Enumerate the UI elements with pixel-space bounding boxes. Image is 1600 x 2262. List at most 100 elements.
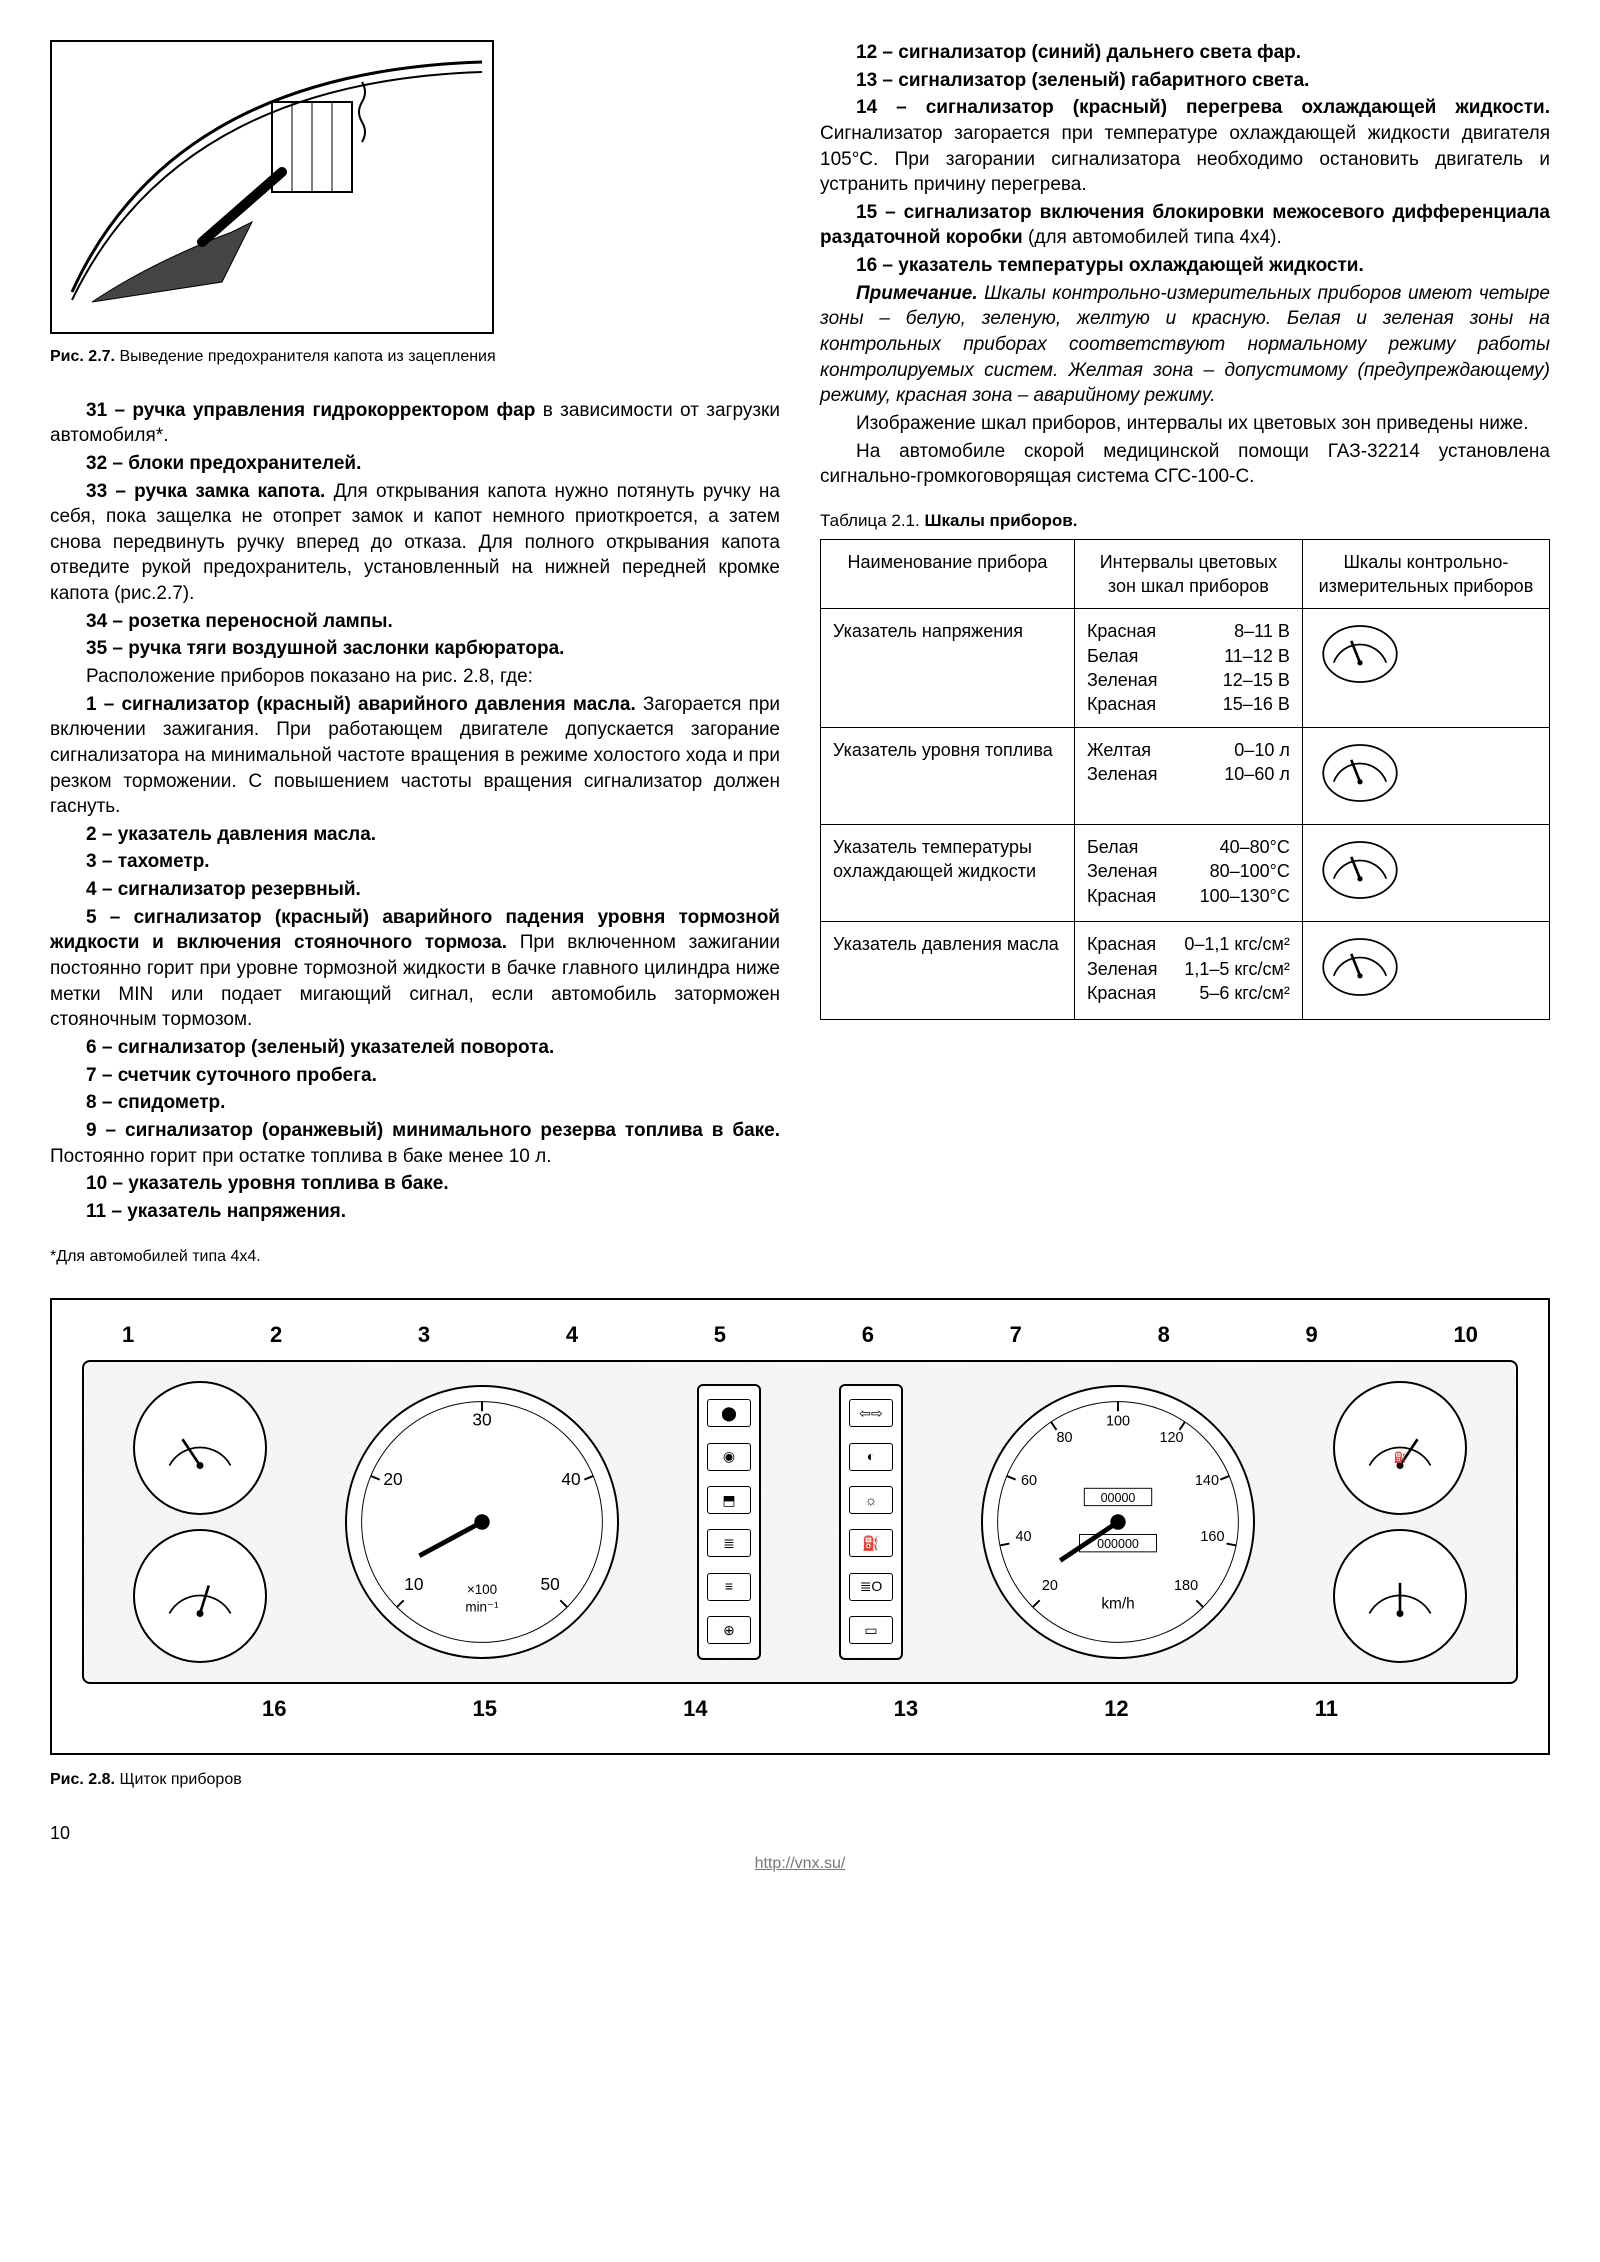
indicator-icon: ◉: [707, 1443, 751, 1471]
indicator-icon: ◐: [849, 1443, 893, 1471]
left-column: Рис. 2.7. Выведение предохранителя капот…: [50, 40, 780, 1226]
indicator-icon: ⊕: [707, 1616, 751, 1644]
figure-2-7: [50, 40, 494, 334]
indicator-icon: ≡: [707, 1573, 751, 1601]
svg-text:80: 80: [1056, 1430, 1072, 1446]
gauge-icon: [1302, 609, 1549, 727]
item-4: 4 – сигнализатор резервный.: [50, 877, 780, 903]
fig-2-7-caption: Рис. 2.7. Выведение предохранителя капот…: [50, 346, 780, 368]
item-32: 32 – блоки предохранителей.: [50, 451, 780, 477]
callout-number: 14: [683, 1694, 707, 1724]
footnote: *Для автомобилей типа 4х4.: [50, 1246, 1550, 1268]
item-5: 5 – сигнализатор (красный) аварийного па…: [50, 905, 780, 1033]
svg-text:10: 10: [404, 1574, 423, 1594]
callout-number: 9: [1306, 1320, 1318, 1350]
source-url: http://vnx.su/: [50, 1853, 1550, 1875]
item-1: 1 – сигнализатор (красный) аварийного да…: [50, 692, 780, 820]
gauge-zones: Белая40–80°СЗеленая80–100°СКрасная100–13…: [1074, 824, 1302, 921]
indicator-column-left: ⬤ ◉ ⬒ ≣ ≡ ⊕: [697, 1384, 761, 1660]
medical-note: На автомобиле скорой медицинской помощи …: [820, 439, 1550, 490]
svg-text:min⁻¹: min⁻¹: [465, 1599, 499, 1614]
svg-text:180: 180: [1174, 1578, 1198, 1594]
note: Примечание. Шкалы контрольно-измерительн…: [820, 281, 1550, 409]
item-34: 34 – розетка переносной лампы.: [50, 609, 780, 635]
svg-text:000000: 000000: [1097, 1537, 1139, 1551]
svg-text:50: 50: [540, 1574, 559, 1594]
indicator-icon: ⇦⇨: [849, 1399, 893, 1427]
callout-number: 6: [862, 1320, 874, 1350]
figure-2-8: 12345678910 1020304050 ×100 min⁻¹ ⬤ ◉ ⬒: [50, 1298, 1550, 1755]
gauge-name: Указатель давления масла: [821, 922, 1075, 1019]
gauge-zones: Желтая0–10 лЗеленая10–60 л: [1074, 727, 1302, 824]
svg-text:30: 30: [472, 1409, 491, 1429]
th-gauge: Шкалы контрольно-измерительных приборов: [1302, 539, 1549, 609]
gauge-zones: Красная8–11 ВБелая11–12 ВЗеленая12–15 ВК…: [1074, 609, 1302, 727]
svg-text:km/h: km/h: [1101, 1595, 1134, 1612]
table-caption: Таблица 2.1. Шкалы приборов.: [820, 510, 1550, 533]
indicator-icon: ≣: [707, 1529, 751, 1557]
tachometer: 1020304050 ×100 min⁻¹: [345, 1385, 619, 1659]
item-16: 16 – указатель температуры охлаждающей ж…: [820, 253, 1550, 279]
callout-number: 2: [270, 1320, 282, 1350]
callout-number: 10: [1453, 1320, 1477, 1350]
indicator-icon: ☼: [849, 1486, 893, 1514]
dash-top-labels: 1 2 3 4 5 6 7 8 9 10: [82, 1320, 1518, 1350]
indicator-icon: ⛽: [849, 1529, 893, 1557]
indicator-icon: ⬤: [707, 1399, 751, 1427]
svg-text:140: 140: [1195, 1473, 1219, 1489]
item-33: 33 – ручка замка капота. Для открывания …: [50, 479, 780, 607]
item-10: 10 – указатель уровня топлива в баке.: [50, 1171, 780, 1197]
scales-table: Наименование прибора Интервалы цветовых …: [820, 539, 1550, 1020]
svg-text:⛽: ⛽: [1393, 1451, 1406, 1464]
item-35-note: Расположение приборов показано на рис. 2…: [50, 664, 780, 690]
img-desc: Изображение шкал приборов, интервалы их …: [820, 411, 1550, 437]
gauge-name: Указатель уровня топлива: [821, 727, 1075, 824]
svg-text:40: 40: [561, 1469, 580, 1489]
callout-number: 15: [473, 1694, 497, 1724]
item-7: 7 – счетчик суточного пробега.: [50, 1063, 780, 1089]
item-3: 3 – тахометр.: [50, 849, 780, 875]
gauge-icon: [1302, 727, 1549, 824]
gauge-icon: [1302, 824, 1549, 921]
svg-text:60: 60: [1021, 1473, 1037, 1489]
item-11: 11 – указатель напряжения.: [50, 1199, 780, 1225]
hood-latch-illustration: [52, 42, 492, 332]
page-number: 10: [50, 1821, 1550, 1845]
indicator-column-right: ⇦⇨ ◐ ☼ ⛽ ≣O ▭: [839, 1384, 903, 1660]
speedometer: 20406080100120140160180 00000 000000 km/…: [981, 1385, 1255, 1659]
th-name: Наименование прибора: [821, 539, 1075, 609]
item-35: 35 – ручка тяги воздушной заслонки карбю…: [50, 636, 780, 662]
svg-text:160: 160: [1200, 1529, 1224, 1545]
oil-pressure-gauge: [133, 1381, 267, 1515]
callout-number: 16: [262, 1694, 286, 1724]
callout-number: 5: [714, 1320, 726, 1350]
dash-bottom-labels: 161514131211: [82, 1694, 1518, 1724]
item-15: 15 – сигнализатор включения блокировки м…: [820, 200, 1550, 251]
item-8: 8 – спидометр.: [50, 1090, 780, 1116]
callout-number: 1: [122, 1320, 134, 1350]
indicator-icon: ▭: [849, 1616, 893, 1644]
svg-text:20: 20: [383, 1469, 402, 1489]
th-intervals: Интервалы цветовых зон шкал приборов: [1074, 539, 1302, 609]
svg-text:20: 20: [1042, 1578, 1058, 1594]
dashboard-panel: 1020304050 ×100 min⁻¹ ⬤ ◉ ⬒ ≣ ≡ ⊕ ⇦⇨ ◐ ☼…: [82, 1360, 1518, 1684]
callout-number: 8: [1158, 1320, 1170, 1350]
gauge-name: Указатель напряжения: [821, 609, 1075, 727]
svg-text:40: 40: [1016, 1529, 1032, 1545]
item-14: 14 – сигнализатор (красный) перегрева ох…: [820, 95, 1550, 198]
callout-number: 4: [566, 1320, 578, 1350]
voltage-gauge: [1333, 1529, 1467, 1663]
svg-text:00000: 00000: [1101, 1491, 1136, 1505]
callout-number: 13: [894, 1694, 918, 1724]
callout-number: 3: [418, 1320, 430, 1350]
gauge-icon: [1302, 922, 1549, 1019]
item-2: 2 – указатель давления масла.: [50, 822, 780, 848]
item-6: 6 – сигнализатор (зеленый) указателей по…: [50, 1035, 780, 1061]
gauge-zones: Красная0–1,1 кгс/см²Зеленая1,1–5 кгс/см²…: [1074, 922, 1302, 1019]
temp-gauge: [133, 1529, 267, 1663]
fuel-gauge: ⛽: [1333, 1381, 1467, 1515]
callout-number: 7: [1010, 1320, 1022, 1350]
svg-text:120: 120: [1159, 1430, 1183, 1446]
callout-number: 12: [1104, 1694, 1128, 1724]
fig-2-8-caption: Рис. 2.8. Щиток приборов: [50, 1769, 1550, 1791]
